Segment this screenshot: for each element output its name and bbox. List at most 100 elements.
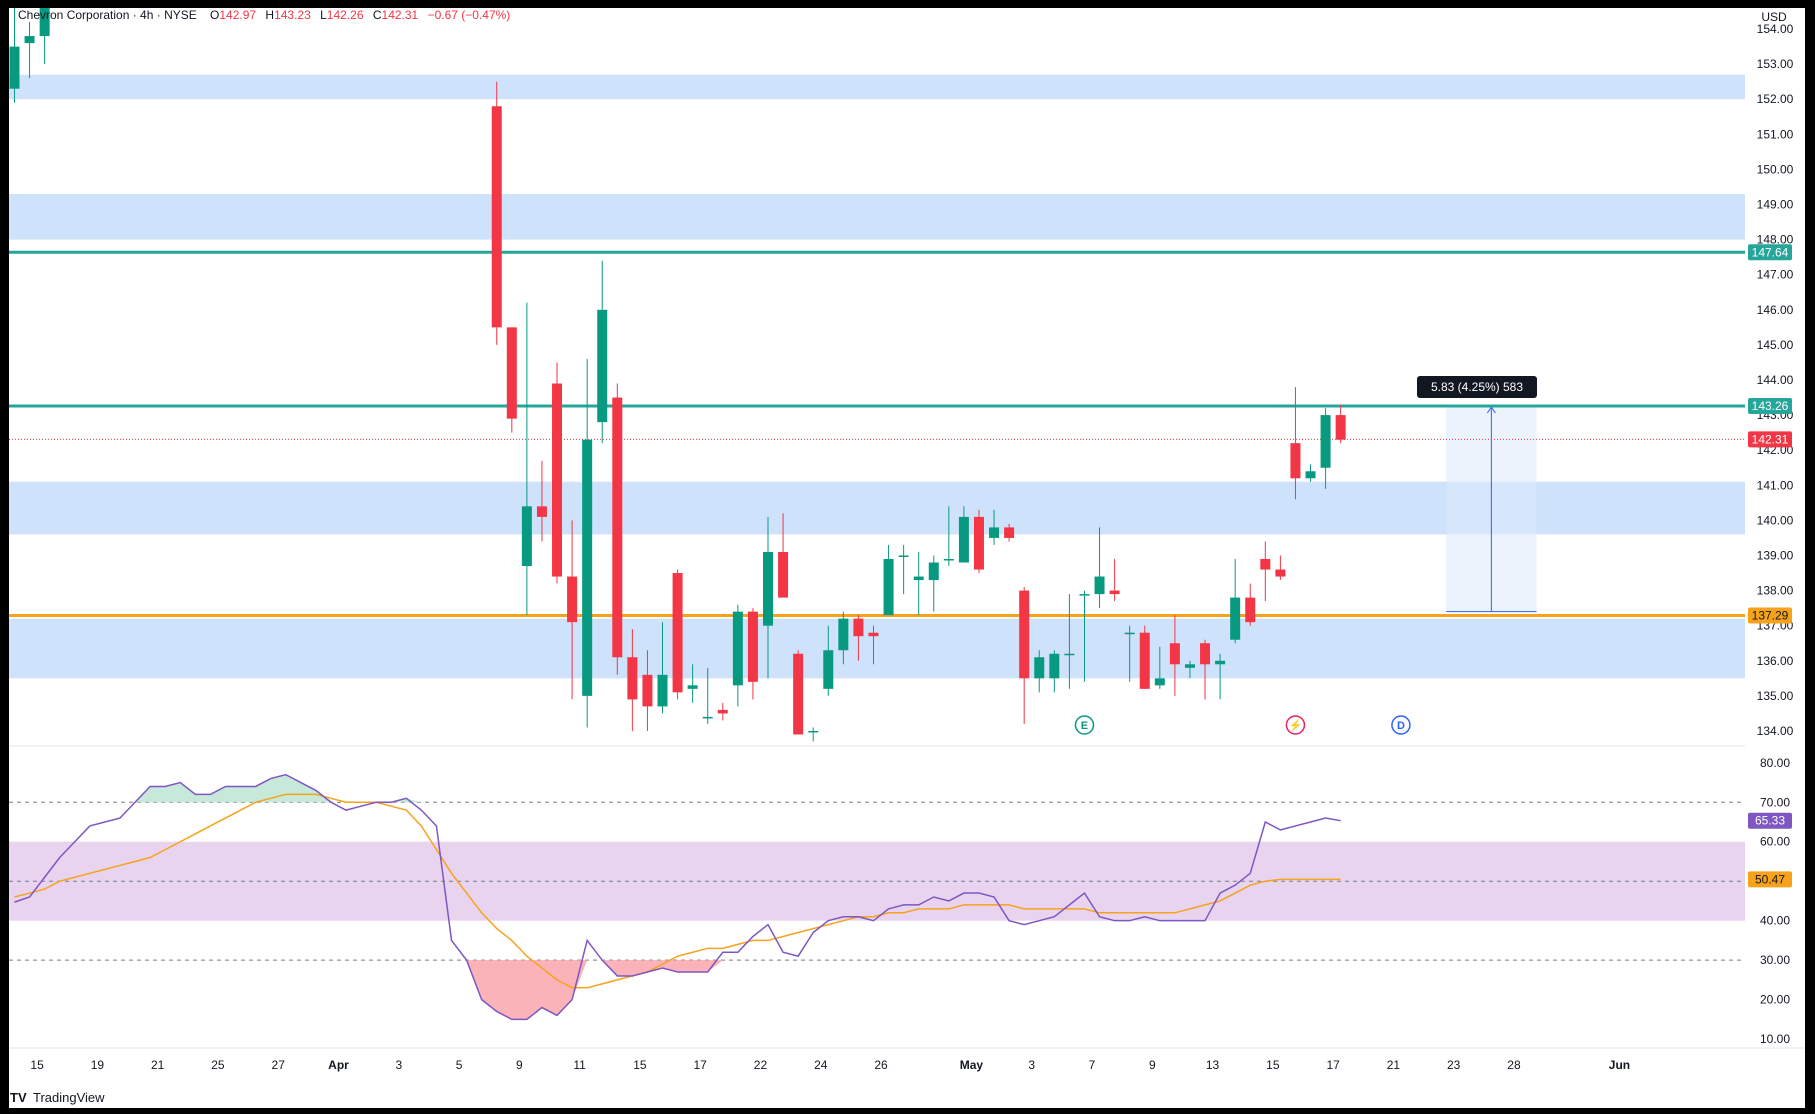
event-marker-2[interactable]: D (1391, 715, 1411, 735)
candle[interactable] (989, 509, 1000, 545)
candle[interactable] (1275, 555, 1286, 581)
tradingview-logo[interactable]: TV TradingView (10, 1090, 105, 1105)
candle[interactable] (808, 727, 819, 742)
candle[interactable] (1109, 558, 1120, 602)
candle[interactable] (853, 615, 864, 661)
candle[interactable] (24, 22, 35, 79)
candle[interactable] (39, 8, 50, 65)
candle[interactable] (642, 650, 653, 731)
candle[interactable] (9, 8, 20, 103)
candle[interactable] (1094, 527, 1105, 609)
candle[interactable] (582, 358, 593, 728)
open-value: 142.97 (219, 8, 256, 22)
hline-value-label-1-box (1748, 397, 1792, 414)
candle[interactable] (1290, 387, 1301, 500)
candle[interactable] (657, 622, 668, 714)
candle[interactable] (1335, 404, 1346, 444)
rsi-line[interactable] (14, 773, 1341, 1021)
time-tick-label: 21 (1387, 1058, 1401, 1072)
candle[interactable] (913, 551, 924, 616)
candle[interactable] (747, 608, 758, 700)
candle[interactable] (973, 509, 984, 574)
price-tick-label: 151.00 (1757, 127, 1794, 141)
candle-body (612, 397, 623, 658)
candle[interactable] (763, 516, 773, 679)
candle[interactable] (597, 260, 608, 444)
candle[interactable] (627, 629, 638, 731)
candle[interactable] (928, 555, 939, 612)
event-marker-1[interactable]: ⚡ (1285, 715, 1306, 735)
price-tick-label: 145.00 (1757, 338, 1794, 352)
candle[interactable] (732, 604, 743, 707)
price-tick-label: 134.00 (1757, 724, 1794, 738)
candle[interactable] (943, 506, 954, 567)
close-value: 142.31 (382, 8, 419, 22)
candle[interactable] (1154, 646, 1165, 689)
candle-body (958, 516, 969, 563)
candle[interactable] (1230, 558, 1241, 644)
candle[interactable] (778, 513, 789, 598)
candle[interactable] (612, 383, 623, 675)
rsi-overbought-fill (135, 774, 422, 803)
candle[interactable] (717, 702, 728, 721)
candle[interactable] (1245, 583, 1256, 626)
low-value: 142.26 (327, 8, 364, 22)
candle-body (778, 551, 789, 598)
candle[interactable] (1215, 653, 1226, 700)
candle[interactable] (883, 544, 894, 616)
candle[interactable] (521, 302, 532, 616)
hline-value-label-2-text: 137.29 (1752, 608, 1789, 622)
candle-body (823, 650, 834, 689)
candle-body (928, 562, 939, 581)
candle[interactable] (1049, 650, 1060, 693)
candle[interactable] (1184, 660, 1195, 679)
candle[interactable] (1124, 625, 1135, 682)
candle[interactable] (823, 625, 834, 696)
candle[interactable] (793, 650, 804, 735)
candle[interactable] (1320, 408, 1331, 489)
candle-body (838, 618, 849, 651)
candle[interactable] (1169, 615, 1180, 696)
hline-value-label-1: 143.26 (1748, 397, 1792, 414)
candle[interactable] (1034, 650, 1045, 693)
candle[interactable] (702, 667, 713, 724)
event-marker-0[interactable]: E (1074, 715, 1095, 735)
candle[interactable] (687, 664, 698, 703)
candle[interactable] (1004, 523, 1015, 542)
rsi-oversold-fill (466, 960, 723, 1020)
candle[interactable] (672, 569, 683, 700)
candle[interactable] (1305, 464, 1316, 482)
currency-label[interactable]: USD (1761, 10, 1787, 24)
time-tick-label: 3 (395, 1058, 402, 1072)
candle[interactable] (491, 81, 502, 345)
time-tick-label: 25 (211, 1058, 225, 1072)
zone-1 (9, 194, 1745, 240)
candle-body (1064, 653, 1075, 656)
candle[interactable] (1064, 594, 1075, 689)
candle[interactable] (506, 327, 517, 433)
rsi-tick-label: 20.00 (1760, 993, 1790, 1007)
rsi-tick-label: 80.00 (1760, 756, 1790, 770)
candle[interactable] (958, 506, 969, 563)
candle[interactable] (1260, 541, 1271, 602)
candle[interactable] (838, 611, 849, 665)
candle[interactable] (1079, 590, 1090, 682)
candle-body (702, 716, 713, 719)
rsi-tick-label: 70.00 (1760, 795, 1790, 809)
price-tick-label: 147.00 (1757, 268, 1794, 282)
candle[interactable] (1019, 587, 1030, 724)
time-axis[interactable] (9, 1047, 1745, 1087)
candle[interactable] (567, 520, 578, 700)
candle-body (1034, 657, 1045, 679)
candle[interactable] (1139, 625, 1150, 689)
close-label: C (373, 8, 382, 22)
candle[interactable] (898, 544, 909, 595)
candle[interactable] (552, 362, 563, 584)
candle[interactable] (868, 625, 879, 665)
candle[interactable] (1200, 639, 1211, 700)
candle-body (687, 685, 698, 689)
candle[interactable] (536, 460, 547, 542)
candle-body (732, 611, 743, 686)
rsi-ma-line[interactable] (14, 793, 1341, 989)
